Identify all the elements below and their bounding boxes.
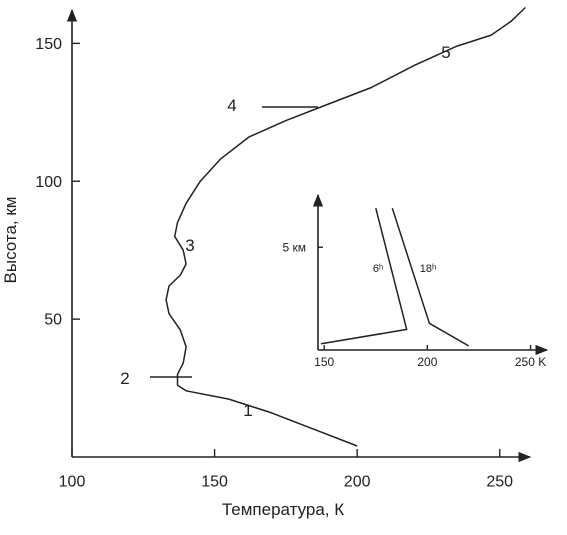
y-axis-title: Высота, км [1,197,20,284]
annotation: 1 [243,401,252,420]
y-tick-label: 150 [35,36,62,53]
line [391,207,469,347]
series-label: 6ʰ [373,263,383,275]
x-tick-label: 200 [344,474,371,491]
y-tick-label: 5 км [282,240,306,254]
x-tick-label: 250 [486,474,513,491]
line [320,208,408,345]
x-axis-title: Температура, К [222,500,344,519]
y-tick-label: 50 [44,312,62,329]
x-tick-label: 150 [314,355,334,369]
y-tick-label: 100 [35,174,62,191]
x-tick-label: 200 [417,355,437,369]
line [165,6,526,447]
x-tick-label: 100 [59,474,86,491]
annotation: 3 [185,236,194,255]
annotation: 4 [227,96,236,115]
x-tick-label: 250 K [515,355,546,369]
annotation: 5 [441,43,450,62]
annotation: 2 [120,369,129,388]
x-tick-label: 150 [201,474,228,491]
series-label: 18ʰ [420,263,436,275]
